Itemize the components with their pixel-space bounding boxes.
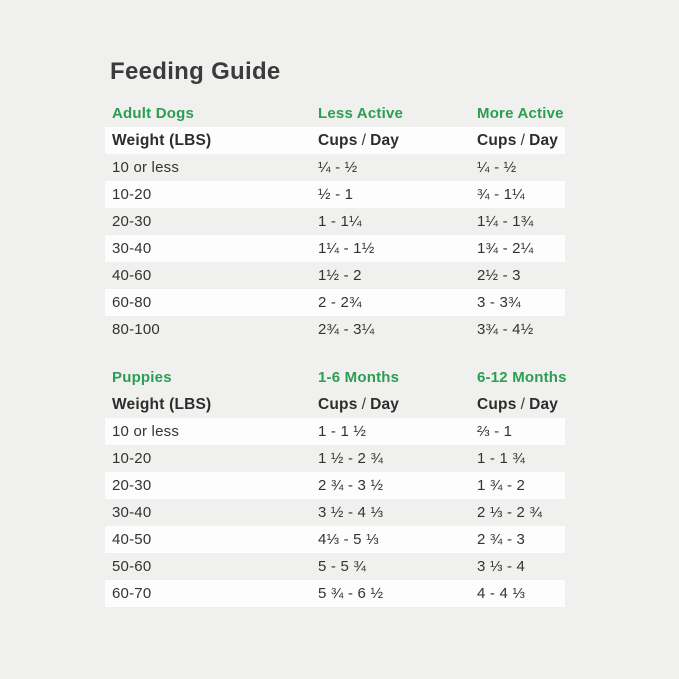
weight-cell: 10 or less [112, 423, 180, 440]
weight-cell: 80-100 [112, 321, 160, 338]
table-row: 10-20 1 ½ - 2 ¾ 1 - 1 ¾ [105, 445, 565, 472]
weight-cell: 10-20 [112, 450, 152, 467]
table-row: 20-30 1 - 1¼ 1¼ - 1¾ [105, 208, 565, 235]
adult-dogs-table: Adult Dogs Less Active More Active Weigh… [105, 100, 565, 343]
slash-separator: / [520, 131, 526, 149]
less-active-value: 2¾ - 3¼ [318, 321, 375, 338]
puppies-table: Puppies 1-6 Months 6-12 Months Weight (L… [105, 364, 567, 607]
weight-cell: 60-80 [112, 294, 152, 311]
months-6-12-value: 1 - 1 ¾ [477, 450, 526, 467]
cups-label: Cups [318, 131, 358, 149]
cups-label: Cups [477, 395, 517, 413]
slash-separator: / [361, 395, 367, 413]
table-row: 40-60 1½ - 2 2½ - 3 [105, 262, 565, 289]
weight-cell: 20-30 [112, 213, 152, 230]
page-title: Feeding Guide [110, 58, 281, 85]
months-6-12-value: 4 - 4 ⅓ [477, 585, 526, 602]
column-label-1-6-months: 1-6 Months [318, 369, 400, 386]
weight-cell: 60-70 [112, 585, 152, 602]
table-row: 60-70 5 ¾ - 6 ½ 4 - 4 ⅓ [105, 580, 565, 607]
more-active-value: 3¾ - 4½ [477, 321, 534, 338]
weight-cell: 20-30 [112, 477, 152, 494]
weight-cell: 30-40 [112, 504, 152, 521]
table-row: 10-20 ½ - 1 ¾ - 1¼ [105, 181, 565, 208]
puppies-column-header-row: Weight (LBS) Cups / Day Cups / Day [105, 391, 565, 418]
more-active-value: 3 - 3¾ [477, 294, 521, 311]
day-label: Day [529, 395, 559, 413]
months-6-12-value: 2 ¾ - 3 [477, 531, 526, 548]
adult-section-header-row: Adult Dogs Less Active More Active [105, 100, 565, 127]
weight-cell: 30-40 [112, 240, 152, 257]
table-row: 60-80 2 - 2¾ 3 - 3¾ [105, 289, 565, 316]
section-label-adult-dogs: Adult Dogs [112, 105, 194, 122]
weight-column-header: Weight (LBS) [112, 131, 212, 149]
weight-column-header: Weight (LBS) [112, 395, 212, 413]
cups-per-day-header: Cups / Day [477, 132, 565, 150]
column-label-6-12-months: 6-12 Months [477, 369, 567, 386]
less-active-value: ½ - 1 [318, 186, 354, 203]
table-row: 30-40 1¼ - 1½ 1¾ - 2¼ [105, 235, 565, 262]
weight-cell: 50-60 [112, 558, 152, 575]
slash-separator: / [361, 131, 367, 149]
puppies-section-header-row: Puppies 1-6 Months 6-12 Months [105, 364, 567, 391]
less-active-value: 1¼ - 1½ [318, 240, 375, 257]
table-row: 40-50 4⅓ - 5 ⅓ 2 ¾ - 3 [105, 526, 565, 553]
table-row: 50-60 5 - 5 ¾ 3 ⅓ - 4 [105, 553, 565, 580]
months-1-6-value: 5 ¾ - 6 ½ [318, 585, 384, 602]
day-label: Day [529, 131, 559, 149]
table-row: 20-30 2 ¾ - 3 ½ 1 ¾ - 2 [105, 472, 565, 499]
table-row: 30-40 3 ½ - 4 ⅓ 2 ⅓ - 2 ¾ [105, 499, 565, 526]
cups-per-day-header: Cups / Day [318, 132, 477, 150]
months-1-6-value: 1 - 1 ½ [318, 423, 367, 440]
less-active-value: ¼ - ½ [318, 159, 358, 176]
months-6-12-value: ⅔ - 1 [477, 423, 513, 440]
slash-separator: / [520, 395, 526, 413]
months-1-6-value: 1 ½ - 2 ¾ [318, 450, 384, 467]
weight-cell: 40-60 [112, 267, 152, 284]
more-active-value: 2½ - 3 [477, 267, 521, 284]
cups-per-day-header: Cups / Day [477, 396, 565, 414]
table-row: 80-100 2¾ - 3¼ 3¾ - 4½ [105, 316, 565, 343]
table-row: 10 or less 1 - 1 ½ ⅔ - 1 [105, 418, 565, 445]
column-label-more-active: More Active [477, 105, 564, 122]
table-row: 10 or less ¼ - ½ ¼ - ½ [105, 154, 565, 181]
day-label: Day [370, 395, 400, 413]
months-6-12-value: 1 ¾ - 2 [477, 477, 526, 494]
more-active-value: 1¼ - 1¾ [477, 213, 534, 230]
more-active-value: ¾ - 1¼ [477, 186, 525, 203]
months-6-12-value: 2 ⅓ - 2 ¾ [477, 504, 543, 521]
months-1-6-value: 3 ½ - 4 ⅓ [318, 504, 384, 521]
less-active-value: 1½ - 2 [318, 267, 362, 284]
months-1-6-value: 5 - 5 ¾ [318, 558, 367, 575]
section-label-puppies: Puppies [112, 369, 172, 386]
more-active-value: ¼ - ½ [477, 159, 517, 176]
column-label-less-active: Less Active [318, 105, 404, 122]
less-active-value: 1 - 1¼ [318, 213, 362, 230]
adult-column-header-row: Weight (LBS) Cups / Day Cups / Day [105, 127, 565, 154]
cups-per-day-header: Cups / Day [318, 396, 477, 414]
weight-cell: 40-50 [112, 531, 152, 548]
more-active-value: 1¾ - 2¼ [477, 240, 534, 257]
weight-cell: 10 or less [112, 159, 180, 176]
months-1-6-value: 4⅓ - 5 ⅓ [318, 531, 379, 548]
weight-cell: 10-20 [112, 186, 152, 203]
less-active-value: 2 - 2¾ [318, 294, 362, 311]
months-1-6-value: 2 ¾ - 3 ½ [318, 477, 384, 494]
day-label: Day [370, 131, 400, 149]
cups-label: Cups [477, 131, 517, 149]
months-6-12-value: 3 ⅓ - 4 [477, 558, 526, 575]
cups-label: Cups [318, 395, 358, 413]
